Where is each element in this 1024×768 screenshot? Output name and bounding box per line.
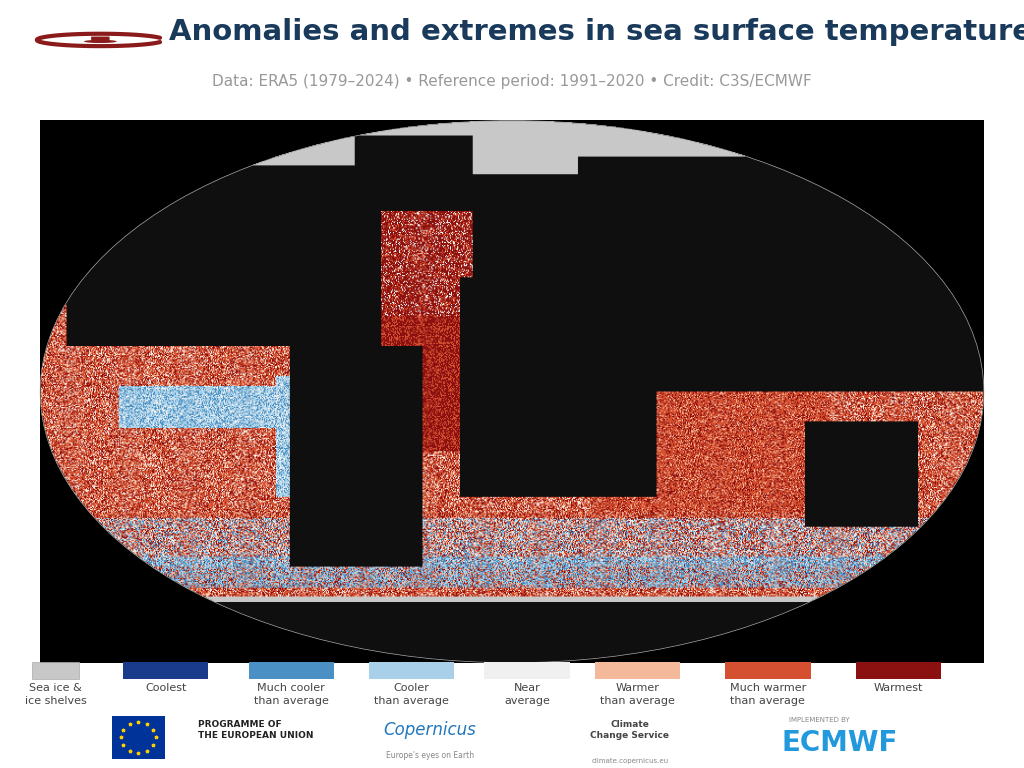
Bar — [725, 662, 811, 680]
FancyBboxPatch shape — [91, 37, 110, 41]
Text: Warmest: Warmest — [873, 684, 923, 694]
Text: Europe's eyes on Earth: Europe's eyes on Earth — [386, 751, 474, 760]
Text: IMPLEMENTED BY: IMPLEMENTED BY — [788, 717, 850, 723]
Text: Anomalies and extremes in sea surface temperature in 2024: Anomalies and extremes in sea surface te… — [169, 18, 1024, 46]
Bar — [112, 716, 165, 759]
Text: Sea ice &
ice shelves: Sea ice & ice shelves — [25, 684, 86, 706]
Text: climate.copernicus.eu: climate.copernicus.eu — [591, 757, 669, 763]
Text: Much cooler
than average: Much cooler than average — [254, 684, 329, 706]
Text: Cooler
than average: Cooler than average — [374, 684, 450, 706]
Text: Warmer
than average: Warmer than average — [600, 684, 675, 706]
Text: Data: ERA5 (1979–2024) • Reference period: 1991–2020 • Credit: C3S/ECMWF: Data: ERA5 (1979–2024) • Reference perio… — [212, 74, 812, 89]
Text: Copernicus: Copernicus — [384, 721, 476, 739]
Bar — [32, 662, 79, 680]
Text: PROGRAMME OF
THE EUROPEAN UNION: PROGRAMME OF THE EUROPEAN UNION — [198, 720, 313, 740]
Bar — [856, 662, 941, 680]
Text: Near
average: Near average — [504, 684, 550, 706]
Text: Much warmer
than average: Much warmer than average — [730, 684, 806, 706]
Text: ECMWF: ECMWF — [781, 730, 898, 757]
Bar — [484, 662, 569, 680]
Text: Climate
Change Service: Climate Change Service — [590, 720, 670, 740]
Text: Coolest: Coolest — [145, 684, 186, 694]
Bar — [123, 662, 209, 680]
Bar — [249, 662, 334, 680]
Bar — [595, 662, 680, 680]
Bar — [369, 662, 455, 680]
Circle shape — [84, 40, 117, 43]
